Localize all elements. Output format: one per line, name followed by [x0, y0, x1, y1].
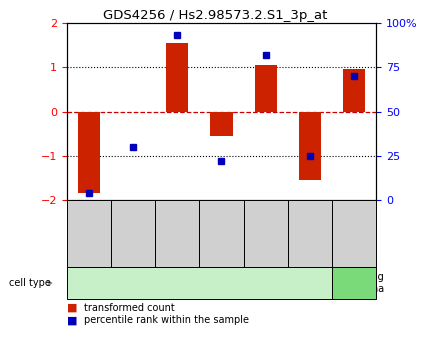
Bar: [78, 112, 100, 193]
Text: ■: ■: [67, 315, 77, 325]
Text: GSM501249: GSM501249: [84, 209, 93, 259]
Bar: [122, 112, 144, 113]
Text: GDS4256 / Hs2.98573.2.S1_3p_at: GDS4256 / Hs2.98573.2.S1_3p_at: [103, 9, 327, 22]
Text: normal lung
parenchyma: normal lung parenchyma: [323, 272, 385, 294]
Text: GSM501251: GSM501251: [173, 209, 182, 259]
Text: transformed count: transformed count: [84, 303, 175, 313]
Bar: [210, 112, 233, 136]
Text: GSM501255: GSM501255: [350, 209, 359, 259]
Text: percentile rank within the sample: percentile rank within the sample: [84, 315, 249, 325]
Text: GSM501254: GSM501254: [305, 209, 314, 259]
Bar: [299, 112, 321, 180]
Text: cell type: cell type: [9, 278, 50, 288]
Text: GSM501253: GSM501253: [261, 208, 270, 259]
Bar: [166, 43, 188, 112]
Text: ■: ■: [67, 303, 77, 313]
Text: GSM501250: GSM501250: [129, 209, 138, 259]
Text: caseous TB granulomas: caseous TB granulomas: [141, 278, 258, 288]
Text: GSM501252: GSM501252: [217, 209, 226, 259]
Bar: [255, 65, 277, 112]
Bar: [343, 69, 365, 112]
